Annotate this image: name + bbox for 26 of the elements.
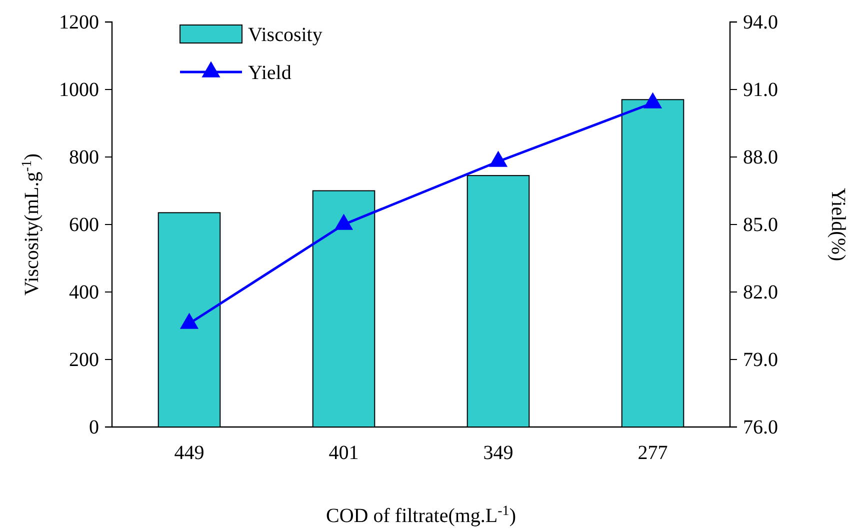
x-tick-label: 277 — [638, 442, 668, 464]
x-tick-label: 401 — [328, 442, 359, 464]
point — [180, 312, 199, 329]
x-axis-title: COD of filtrate(mg.L$^{-1}$) — [326, 504, 516, 527]
y2-tick-label: 76.0 — [743, 416, 778, 438]
x-tick-label: 349 — [483, 442, 514, 464]
y2-axis-title: Yield(%) — [827, 188, 849, 262]
y-tick-label: 0 — [89, 416, 99, 438]
y-tick-label: 800 — [69, 146, 99, 168]
y-tick-label: 600 — [69, 214, 99, 236]
y-tick-label: 1000 — [59, 78, 99, 101]
point — [643, 92, 662, 108]
point — [334, 214, 354, 230]
legend-label: Yield — [248, 62, 292, 84]
y-tick-label: 400 — [69, 281, 99, 304]
legend-label: Viscosity — [248, 24, 322, 46]
y2-tick-label: 82.0 — [743, 281, 778, 304]
y2-tick-label: 85.0 — [743, 214, 778, 236]
y2-tick-label: 91.0 — [743, 78, 778, 101]
y-tick-label: 1200 — [59, 11, 99, 34]
y2-tick-label: 88.0 — [743, 146, 778, 168]
y2-tick-label: 79.0 — [743, 348, 778, 371]
y2-tick-label: 94.0 — [743, 11, 778, 34]
x-tick-label: 449 — [174, 442, 204, 464]
y-tick-label: 200 — [69, 348, 99, 371]
point — [488, 150, 508, 167]
